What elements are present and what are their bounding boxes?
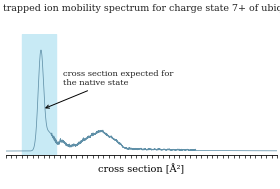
Text: cross section expected for
the native state: cross section expected for the native st… (46, 70, 173, 108)
Bar (22, 34, 56, 155)
X-axis label: cross section [Å²]: cross section [Å²] (98, 164, 185, 174)
Text: trapped ion mobility spectrum for charge state 7+ of ubiquitin: trapped ion mobility spectrum for charge… (3, 4, 280, 13)
